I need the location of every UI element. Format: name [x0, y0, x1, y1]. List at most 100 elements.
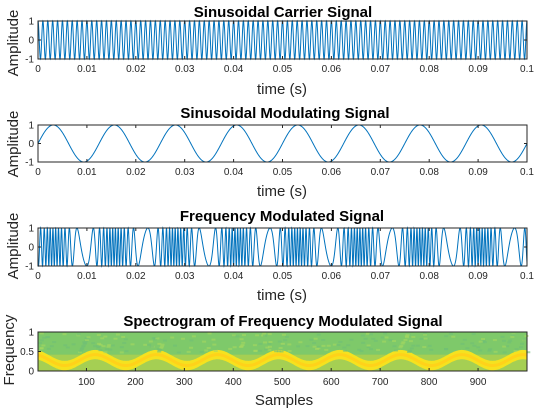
spectrogram-cell	[326, 344, 331, 347]
spectrogram-xlabel: Samples	[255, 392, 313, 409]
spectrogram-cell	[96, 345, 101, 348]
spectrogram-cell	[130, 343, 135, 346]
spectrogram-cell	[38, 342, 43, 345]
spectrogram-cell	[493, 350, 498, 353]
spectrogram-cell	[394, 349, 399, 352]
spectrogram-cell	[274, 350, 279, 353]
x-tick-label: 0.07	[371, 271, 391, 282]
spectrogram-cell	[123, 338, 128, 341]
x-tick-label: 200	[127, 377, 144, 388]
y-tick-label: 0.5	[20, 347, 34, 358]
spectrogram-cell	[93, 345, 98, 348]
spectrogram-cell	[501, 339, 506, 342]
spectrogram-cell	[361, 341, 366, 344]
x-tick-label: 0.1	[520, 64, 534, 75]
spectrogram-cell	[287, 343, 292, 346]
spectrogram-cell	[349, 338, 354, 341]
spectrogram-cell	[206, 346, 211, 349]
spectrogram-cell	[46, 347, 51, 350]
spectrogram-cell	[338, 340, 343, 343]
spectrogram-cell	[332, 343, 337, 346]
spectrogram-cell	[448, 332, 453, 335]
spectrogram-cell	[156, 348, 161, 351]
spectrogram-cell	[505, 345, 510, 348]
spectrogram-cell	[71, 343, 76, 346]
spectrogram-cell	[211, 338, 216, 341]
spectrogram-cell	[63, 344, 68, 347]
spectrogram-cell	[199, 350, 204, 353]
spectrogram-cell	[388, 339, 393, 342]
spectrogram-cell	[522, 338, 527, 341]
fm-ylabel: Amplitude	[5, 213, 22, 280]
spectrogram-cell	[39, 332, 44, 335]
x-tick-label: 0.01	[77, 64, 97, 75]
spectrogram-cell	[42, 336, 47, 339]
spectrogram-cell	[507, 341, 512, 344]
spectrogram-cell	[513, 349, 518, 352]
spectrogram-cell	[84, 339, 89, 342]
spectrogram-cell	[508, 339, 513, 342]
carrier-title: Sinusoidal Carrier Signal	[194, 4, 372, 21]
spectrogram-cell	[62, 333, 67, 336]
spectrogram-cell	[239, 345, 244, 348]
spectrogram-panel: Spectrogram of Frequency Modulated Signa…	[1, 313, 531, 409]
y-tick-label: 1	[28, 224, 34, 235]
carrier-plot-area: 0 0.01 0.02 0.03 0.04 0.05 0.06 0.07 0.08 0.09 0.1…	[25, 17, 534, 76]
spectrogram-cell	[376, 348, 381, 351]
spectrogram-cell	[97, 342, 102, 345]
spectrogram-plot-area: 100 200 300 400 500 600 700 800 900 0 0.5 1	[20, 328, 531, 388]
y-tick-label: 0	[28, 243, 34, 254]
spectrogram-cell	[366, 344, 371, 347]
spectrogram-cell	[336, 344, 341, 347]
spectrogram-cell	[96, 333, 101, 336]
x-tick-label: 500	[274, 377, 291, 388]
spectrogram-cell	[52, 341, 57, 344]
spectrogram-cell	[481, 339, 486, 342]
spectrogram-cell	[255, 334, 260, 337]
spectrogram-cell	[143, 343, 148, 346]
fm-title: Frequency Modulated Signal	[180, 208, 384, 225]
spectrogram-cell	[487, 349, 492, 352]
spectrogram-cell	[472, 344, 477, 347]
spectrogram-cell	[176, 351, 181, 354]
x-tick-label: 0.06	[322, 64, 342, 75]
y-tick-label: 0	[28, 36, 34, 47]
spectrogram-cell	[478, 349, 483, 352]
spectrogram-cell	[113, 337, 118, 340]
spectrogram-cell	[279, 350, 284, 353]
spectrogram-cell	[462, 338, 467, 341]
spectrogram-cell	[100, 337, 105, 340]
spectrogram-cell	[492, 339, 497, 342]
spectrogram-cell	[49, 345, 54, 348]
spectrogram-cell	[488, 348, 493, 351]
spectrogram-cell	[108, 348, 113, 351]
y-tick-label: -1	[25, 262, 34, 273]
spectrogram-cell	[399, 344, 404, 347]
spectrogram-cell	[81, 344, 86, 347]
spectrogram-cell	[106, 345, 111, 348]
spectrogram-cell	[316, 345, 321, 348]
spectrogram-cell	[91, 342, 96, 345]
y-tick-label: 1	[28, 121, 34, 132]
spectrogram-cell	[357, 348, 362, 351]
spectrogram-cell	[155, 337, 160, 340]
spectrogram-cell	[368, 333, 373, 336]
spectrogram-cell	[267, 333, 272, 336]
x-tick-label: 0	[35, 167, 41, 178]
spectrogram-cell	[405, 336, 410, 339]
spectrogram-cell	[312, 341, 317, 344]
x-tick-label: 0.1	[520, 271, 534, 282]
spectrogram-cell	[191, 335, 196, 338]
x-tick-label: 0.09	[468, 167, 488, 178]
spectrogram-cell	[157, 350, 162, 353]
spectrogram-cell	[241, 341, 246, 344]
spectrogram-cell	[384, 336, 389, 339]
spectrogram-cell	[103, 351, 108, 354]
spectrogram-cell	[342, 346, 347, 349]
spectrogram-cell	[80, 347, 85, 350]
signal-line	[37, 124, 528, 163]
spectrogram-cell	[519, 342, 524, 345]
spectrogram-cell	[305, 345, 310, 348]
spectrogram-cell	[283, 339, 288, 342]
spectrogram-cell	[267, 345, 272, 348]
